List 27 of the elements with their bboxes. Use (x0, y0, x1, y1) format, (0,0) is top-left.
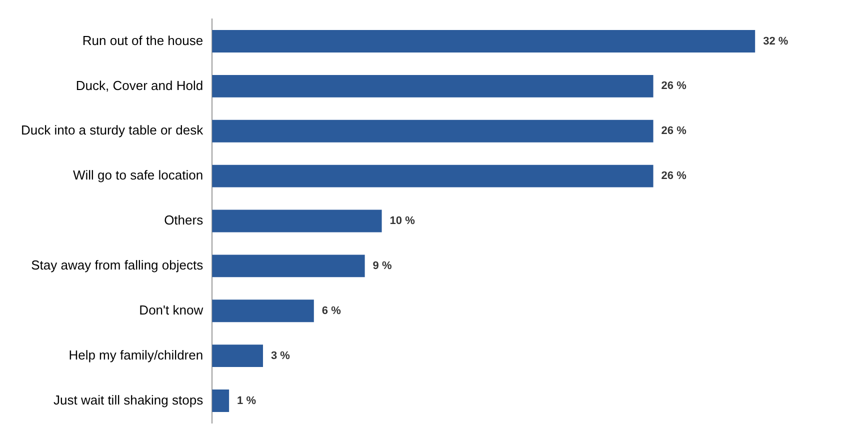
bar (212, 390, 230, 412)
data-label: 6 % (322, 304, 342, 317)
data-label: 26 % (661, 80, 687, 92)
y-tick-label: Don't know (139, 302, 204, 318)
data-label: 26 % (661, 170, 687, 182)
y-tick-label: Just wait till shaking stops (54, 392, 204, 408)
y-tick-label: Stay away from falling objects (31, 258, 204, 273)
y-tick-label: Help my family/children (68, 347, 204, 362)
y-tick-label: Will go to safe location (73, 168, 204, 183)
y-tick-label: Run out of the house (82, 32, 204, 48)
y-tick-label: Others (164, 212, 204, 228)
bar (212, 344, 263, 368)
data-label: 32 % (763, 35, 788, 48)
bar (212, 210, 382, 232)
data-label: 26 % (661, 125, 687, 138)
bar (212, 30, 756, 52)
bar (212, 164, 654, 188)
data-label: 1 % (237, 394, 256, 407)
data-label: 10 % (390, 215, 416, 228)
data-label: 9 % (372, 260, 392, 272)
bar (212, 120, 654, 142)
y-tick-label: Duck, Cover and Hold (76, 78, 204, 93)
bar (212, 300, 314, 322)
data-label: 3 % (270, 350, 290, 362)
y-tick-label: Duck into a sturdy table or desk (20, 122, 204, 138)
bar (212, 254, 365, 278)
bar (212, 74, 654, 98)
